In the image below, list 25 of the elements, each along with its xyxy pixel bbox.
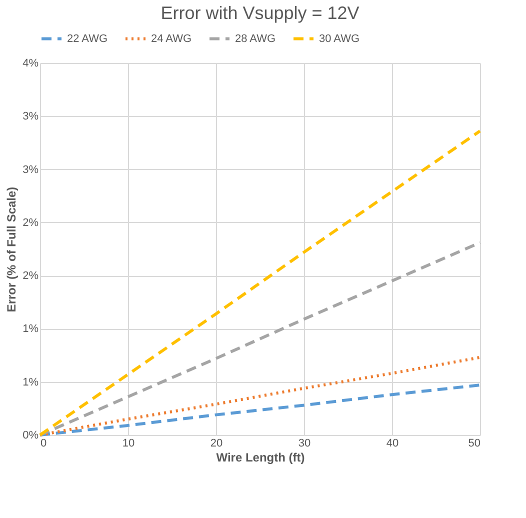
y-tick-label: 1% — [22, 323, 39, 336]
y-tick-label: 2% — [22, 270, 39, 282]
x-tick-label: 10 — [122, 438, 135, 450]
y-tick-label: 4% — [22, 58, 39, 70]
line-series — [38, 356, 482, 436]
y-tick-label: 1% — [22, 376, 39, 388]
x-tick-label: 20 — [210, 438, 223, 450]
legend-label: 24 AWG — [151, 32, 192, 45]
legend-label: 30 AWG — [319, 32, 360, 45]
x-tick-label: 0 — [40, 438, 47, 450]
y-tick-label: 3% — [22, 164, 39, 176]
line-series — [38, 384, 482, 436]
y-tick-label: 0% — [22, 430, 39, 442]
legend-label: 22 AWG — [67, 32, 108, 45]
y-axis-title: Error (% of Full Scale) — [4, 186, 19, 312]
x-tick-label: 50 — [468, 438, 480, 450]
y-tick-label: 3% — [22, 110, 39, 123]
y-tick-label: 2% — [22, 216, 39, 229]
x-tick-label: 40 — [386, 438, 399, 450]
line-series — [38, 130, 482, 436]
x-axis-title: Wire Length (ft) — [216, 450, 305, 464]
x-tick-label: 30 — [298, 438, 311, 450]
line-series — [38, 241, 482, 436]
legend-label: 28 AWG — [235, 32, 276, 45]
chart-title: Error with Vsupply = 12V — [160, 3, 360, 23]
